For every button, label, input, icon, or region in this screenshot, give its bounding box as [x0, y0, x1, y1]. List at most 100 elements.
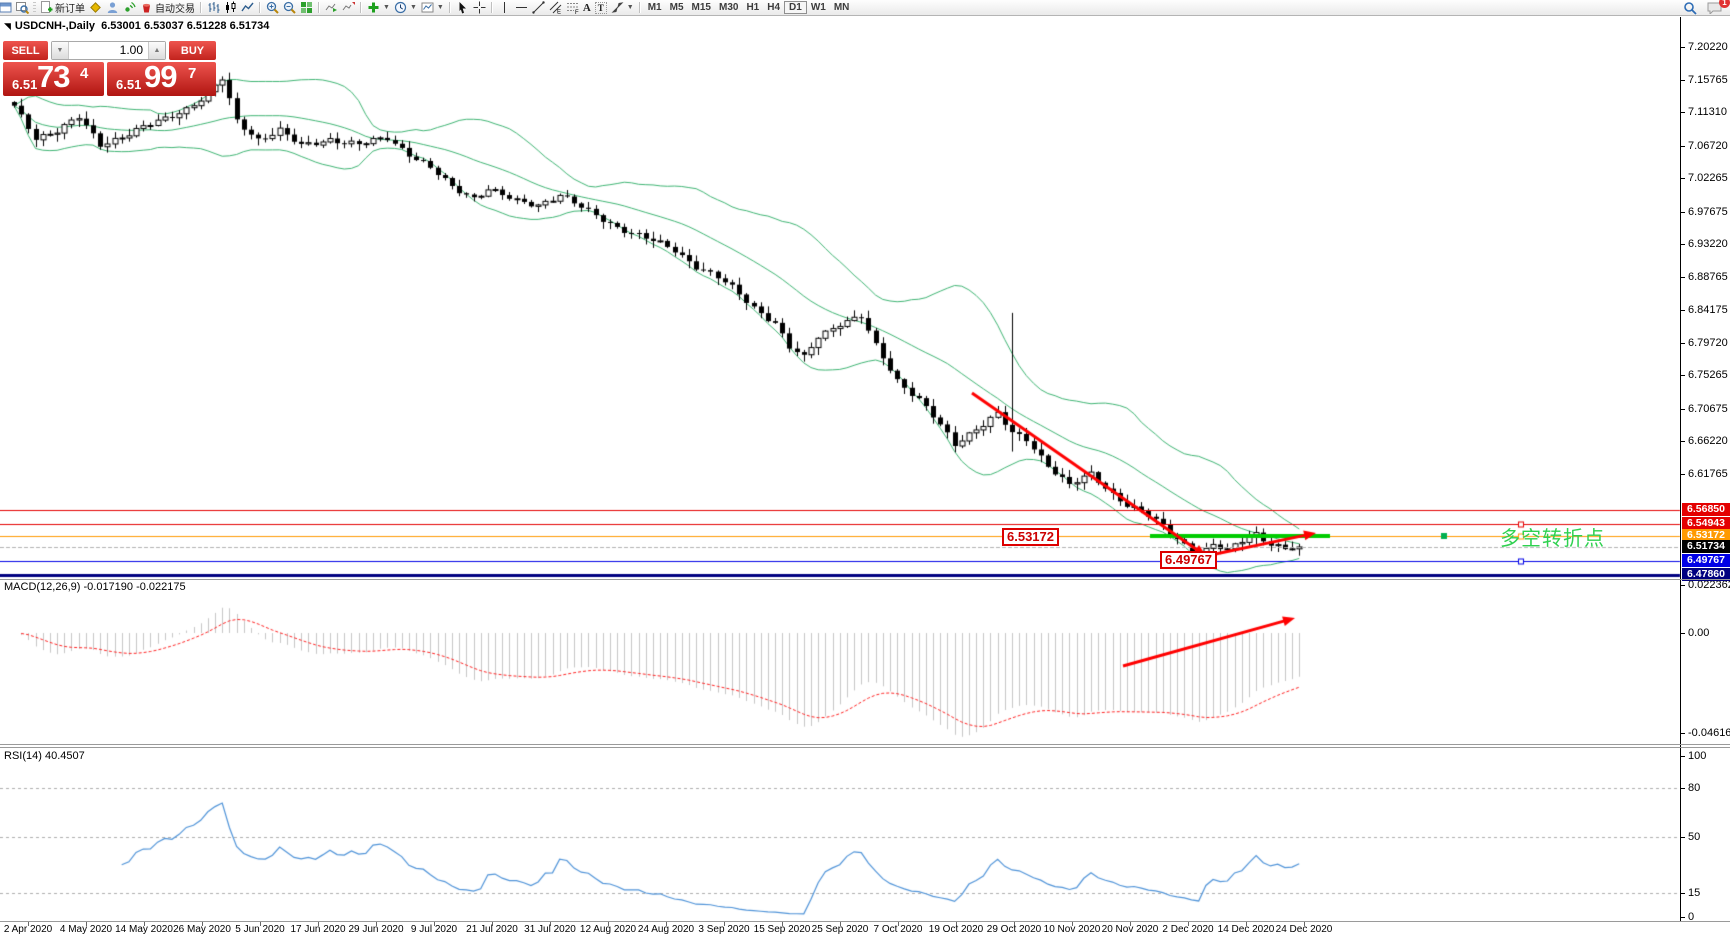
search-icon — [1684, 1, 1697, 15]
timeframe-w1-button[interactable]: W1 — [810, 2, 826, 13]
volume-increase-button[interactable]: ▲ — [148, 42, 165, 59]
date-axis-label: 2 Apr 2020 — [3, 924, 53, 935]
price-axis-border — [1680, 17, 1681, 921]
autotrading-button[interactable]: 自动交易 — [138, 1, 197, 15]
timeframe-h4-button[interactable]: H4 — [767, 2, 781, 13]
timeframe-bar: M1 M5 M15 M30 H1 H4 D1 W1 MN — [644, 1, 854, 14]
timeframes-menu-button[interactable]: ▼ — [392, 1, 419, 15]
svg-text:E: E — [557, 10, 561, 15]
price-axis-label: 6.93220 — [1688, 238, 1728, 250]
hline-tool-button[interactable] — [513, 1, 530, 15]
indicators-button[interactable]: ▼ — [365, 1, 392, 15]
date-axis-label: 7 Oct 2020 — [873, 924, 923, 935]
new-chart-button[interactable] — [0, 1, 14, 15]
turning-point-annotation[interactable]: 多空转折点 — [1500, 528, 1605, 550]
date-axis-label: 17 Jun 2020 — [290, 924, 346, 935]
profile-button[interactable] — [104, 1, 121, 15]
price-tick — [1680, 375, 1685, 376]
chevron-down-icon: ▼ — [383, 4, 390, 11]
pane-divider[interactable] — [0, 744, 1730, 745]
date-tick — [28, 922, 29, 926]
zoom-out-button[interactable] — [281, 1, 298, 15]
volume-value[interactable]: 1.00 — [119, 43, 143, 57]
zoom-in-button[interactable] — [264, 1, 281, 15]
label-tool-button[interactable]: T — [593, 1, 609, 15]
buy-button[interactable]: BUY — [169, 41, 216, 60]
price-callout-6-53172[interactable]: 6.53172 — [1002, 528, 1059, 546]
price-tick — [1680, 244, 1685, 245]
bar-chart-icon — [208, 2, 220, 13]
chat-button[interactable]: 1 — [1705, 0, 1730, 15]
timeframe-d1-button[interactable]: D1 — [784, 1, 807, 14]
main-toolbar: 新订单 自动交易 — [0, 0, 1730, 16]
cursor-tool-button[interactable] — [454, 1, 471, 15]
fibonacci-tool-button[interactable]: F — [564, 1, 581, 15]
date-tick — [956, 922, 957, 926]
crosshair-tool-button[interactable] — [471, 1, 488, 15]
date-tick — [898, 922, 899, 926]
market-watch-button[interactable] — [14, 1, 31, 15]
rsi-axis-label: 100 — [1688, 750, 1707, 762]
shapes-tool-button[interactable]: ▼ — [609, 1, 636, 15]
price-axis-label: 6.97675 — [1688, 206, 1728, 218]
date-tick — [1304, 922, 1305, 926]
vertical-line-icon — [503, 2, 505, 13]
search-button[interactable] — [1681, 1, 1699, 15]
channel-tool-button[interactable]: E — [547, 1, 564, 15]
indicators-plus-icon — [368, 2, 379, 13]
metaeditor-button[interactable] — [87, 1, 104, 15]
timeframe-m5-button[interactable]: M5 — [669, 2, 684, 13]
toolbar-separator — [200, 2, 202, 13]
chevron-down-icon: ▼ — [409, 4, 417, 11]
chart-shift-button[interactable] — [340, 1, 357, 15]
sell-price-panel[interactable]: 6.51 73 4 — [3, 62, 104, 96]
date-axis-label: 5 Jun 2020 — [235, 924, 285, 935]
rsi-axis-label: 15 — [1688, 887, 1701, 899]
rsi-value: 40.4507 — [44, 750, 85, 762]
line-chart-mode-button[interactable] — [239, 1, 256, 15]
buy-price-panel[interactable]: 6.51 99 7 — [107, 62, 216, 96]
macd-axis-label: 0.00 — [1688, 627, 1710, 639]
pane-divider[interactable] — [0, 579, 1730, 580]
price-axis-label: 6.61765 — [1688, 468, 1728, 480]
price-tick — [1680, 441, 1685, 442]
rsi-name: RSI(14) — [4, 750, 42, 762]
auto-scroll-icon — [325, 3, 337, 12]
tile-windows-button[interactable] — [298, 1, 315, 15]
timeframe-m1-button[interactable]: M1 — [647, 2, 662, 13]
trendline-tool-button[interactable] — [530, 1, 547, 15]
sell-price-pip: 4 — [80, 65, 89, 82]
zoom-in-icon — [266, 1, 279, 14]
timeframe-m30-button[interactable]: M30 — [718, 2, 739, 13]
templates-button[interactable]: ▼ — [419, 1, 446, 15]
text-tool-button[interactable]: A — [581, 1, 593, 15]
bar-chart-mode-button[interactable] — [205, 1, 222, 15]
autotrading-label: 自动交易 — [155, 4, 195, 15]
cursor-icon — [459, 2, 466, 14]
price-tick — [1680, 474, 1685, 475]
new-order-button[interactable]: 新订单 — [38, 1, 87, 15]
date-axis-label: 15 Sep 2020 — [753, 924, 811, 935]
price-callout-6-49767[interactable]: 6.49767 — [1160, 551, 1217, 569]
alerts-button[interactable] — [121, 1, 138, 15]
candlestick-mode-button[interactable] — [222, 1, 239, 15]
timeframe-h1-button[interactable]: H1 — [746, 2, 760, 13]
price-axis-label: 6.70675 — [1688, 403, 1728, 415]
window-magnifier-icon — [16, 2, 29, 14]
metaeditor-icon — [90, 2, 101, 13]
macd-name: MACD(12,26,9) — [4, 581, 81, 593]
date-tick — [1072, 922, 1073, 926]
macd-indicator-label: MACD(12,26,9) -0.017190 -0.022175 — [4, 581, 186, 593]
sell-button[interactable]: SELL — [3, 41, 48, 60]
rsi-indicator-label: RSI(14) 40.4507 — [4, 750, 85, 762]
chart-marker-icon: ◥ — [4, 21, 11, 31]
date-tick — [260, 922, 261, 926]
vline-tool-button[interactable] — [496, 1, 513, 15]
signal-icon — [125, 1, 136, 12]
volume-decrease-button[interactable]: ▼ — [52, 42, 69, 59]
auto-scroll-button[interactable] — [323, 1, 340, 15]
level-price-tag: 6.47860 — [1682, 568, 1730, 581]
timeframe-mn-button[interactable]: MN — [833, 2, 850, 13]
timeframe-m15-button[interactable]: M15 — [691, 2, 711, 13]
